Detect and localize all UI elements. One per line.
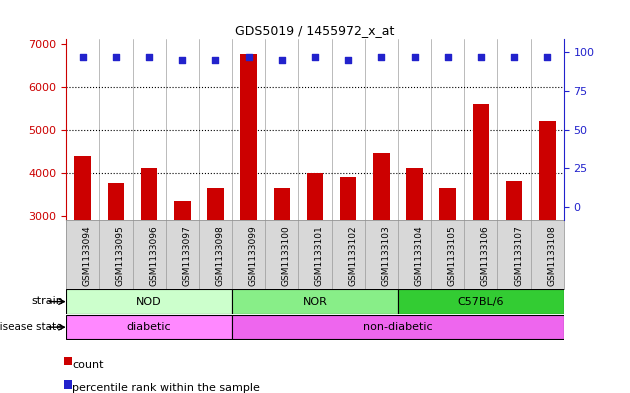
- Text: disease state: disease state: [0, 322, 63, 332]
- Point: [244, 54, 254, 60]
- Text: GSM1133097: GSM1133097: [182, 226, 192, 286]
- Bar: [232, 315, 564, 340]
- Text: GSM1133095: GSM1133095: [116, 226, 125, 286]
- Text: count: count: [72, 360, 104, 369]
- Text: GSM1133100: GSM1133100: [282, 226, 291, 286]
- Point: [277, 57, 287, 63]
- Point: [343, 57, 353, 63]
- Text: strain: strain: [31, 296, 63, 307]
- Bar: [472, 104, 489, 220]
- Point: [144, 54, 154, 60]
- Point: [476, 54, 486, 60]
- Bar: [174, 201, 191, 220]
- Point: [509, 54, 519, 60]
- Text: GSM1133107: GSM1133107: [514, 226, 523, 286]
- Point: [177, 57, 187, 63]
- Bar: [539, 121, 556, 220]
- Bar: [398, 289, 564, 314]
- Bar: [506, 181, 522, 220]
- Text: GSM1133103: GSM1133103: [381, 226, 391, 286]
- Point: [210, 57, 220, 63]
- Bar: [66, 289, 232, 314]
- Title: GDS5019 / 1455972_x_at: GDS5019 / 1455972_x_at: [236, 24, 394, 37]
- Bar: [240, 54, 257, 220]
- Point: [443, 54, 453, 60]
- Bar: [307, 173, 323, 220]
- Bar: [373, 153, 389, 220]
- Text: GSM1133101: GSM1133101: [315, 226, 324, 286]
- Bar: [108, 184, 124, 220]
- Bar: [340, 177, 357, 220]
- Text: NOR: NOR: [302, 297, 328, 307]
- Bar: [273, 188, 290, 220]
- Point: [111, 54, 121, 60]
- Text: GSM1133105: GSM1133105: [448, 226, 457, 286]
- Text: GSM1133104: GSM1133104: [415, 226, 423, 286]
- Point: [376, 54, 386, 60]
- Bar: [207, 188, 224, 220]
- Text: GSM1133094: GSM1133094: [83, 226, 92, 286]
- Point: [542, 54, 553, 60]
- Text: GSM1133098: GSM1133098: [215, 226, 224, 286]
- Text: non-diabetic: non-diabetic: [363, 322, 433, 332]
- Text: GSM1133106: GSM1133106: [481, 226, 490, 286]
- Bar: [141, 169, 158, 220]
- Text: NOD: NOD: [136, 297, 162, 307]
- Text: percentile rank within the sample: percentile rank within the sample: [72, 383, 260, 393]
- Bar: [406, 169, 423, 220]
- Bar: [232, 289, 398, 314]
- Text: GSM1133099: GSM1133099: [249, 226, 258, 286]
- Point: [310, 54, 320, 60]
- Text: GSM1133108: GSM1133108: [547, 226, 556, 286]
- Text: diabetic: diabetic: [127, 322, 171, 332]
- Bar: [74, 156, 91, 220]
- Bar: [440, 188, 456, 220]
- Bar: [66, 315, 232, 340]
- Point: [410, 54, 420, 60]
- Text: C57BL/6: C57BL/6: [457, 297, 504, 307]
- Point: [77, 54, 88, 60]
- Text: GSM1133096: GSM1133096: [149, 226, 158, 286]
- Text: GSM1133102: GSM1133102: [348, 226, 357, 286]
